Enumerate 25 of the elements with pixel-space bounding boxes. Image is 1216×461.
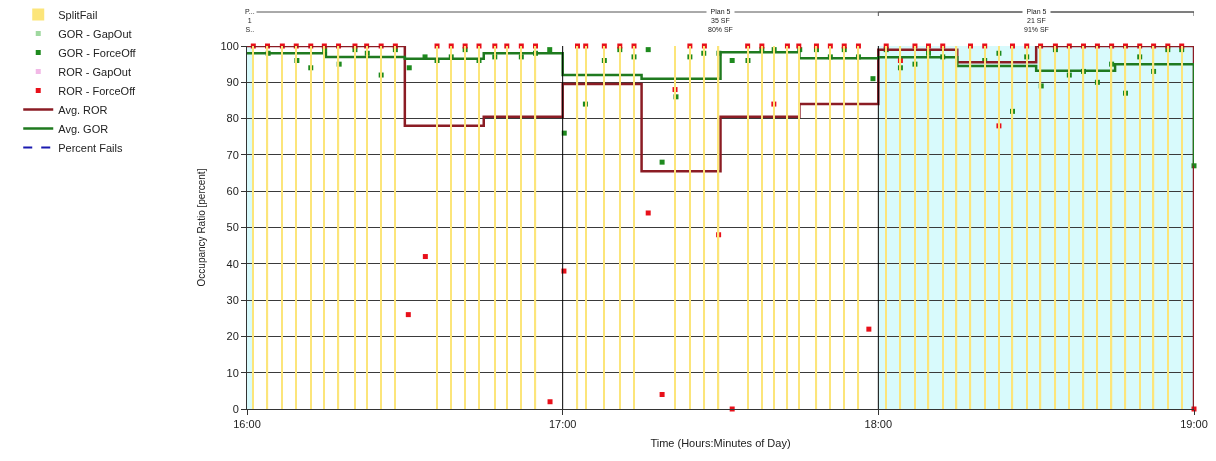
- y-tick-label: 80: [226, 112, 239, 125]
- y-tick-label: 30: [226, 293, 239, 306]
- y-tick-label: 100: [220, 39, 239, 52]
- y-tick-label: 0: [232, 402, 239, 415]
- x-tick-label: 19:00: [1180, 418, 1208, 431]
- y-tick-label: 70: [226, 148, 239, 161]
- y-tick-label: 20: [226, 330, 239, 343]
- y-tick-label: 50: [226, 221, 239, 234]
- legend-label: Percent Fails: [58, 141, 123, 154]
- x-tick-label: 16:00: [233, 418, 261, 431]
- legend-label: Avg. ROR: [58, 103, 108, 116]
- y-tick-label: 60: [226, 185, 239, 198]
- legend-label: SplitFail: [58, 8, 98, 21]
- x-tick-label: 18:00: [864, 418, 893, 431]
- legend-label: ROR - GapOut: [58, 65, 131, 78]
- x-axis-title: Time (Hours:Minutes of Day): [650, 437, 791, 450]
- x-tick-label: 17:00: [548, 418, 577, 431]
- legend-label: GOR - ForceOff: [58, 46, 137, 59]
- legend-label: Avg. GOR: [58, 122, 109, 135]
- y-tick-label: 10: [226, 366, 239, 379]
- y-tick-label: 90: [226, 76, 239, 89]
- y-tick-label: 40: [226, 257, 239, 270]
- legend-label: GOR - GapOut: [58, 27, 132, 40]
- legend-label: ROR - ForceOff: [58, 84, 136, 97]
- y-axis-title: Occupancy Ratio [percent]: [196, 168, 208, 287]
